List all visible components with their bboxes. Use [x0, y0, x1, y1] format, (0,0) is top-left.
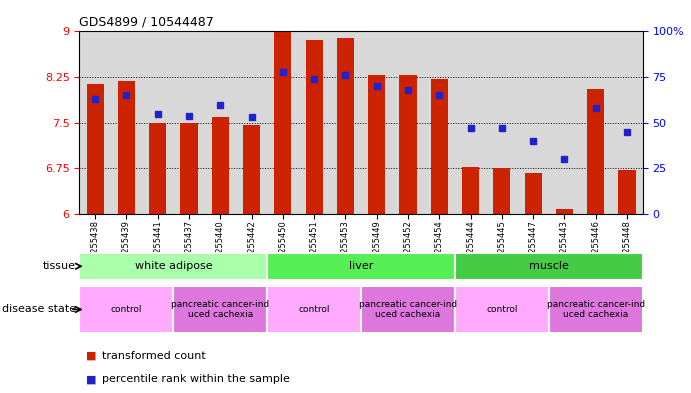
Bar — [180, 123, 198, 214]
Bar — [486, 31, 518, 214]
Text: ■: ■ — [86, 374, 97, 384]
Bar — [79, 286, 173, 333]
Text: percentile rank within the sample: percentile rank within the sample — [102, 374, 290, 384]
Bar — [524, 173, 542, 214]
Bar — [86, 84, 104, 214]
Bar — [236, 31, 267, 214]
Bar — [211, 117, 229, 214]
Bar — [305, 40, 323, 214]
Text: pancreatic cancer-ind
uced cachexia: pancreatic cancer-ind uced cachexia — [359, 300, 457, 319]
Bar — [299, 31, 330, 214]
Bar — [173, 31, 205, 214]
Bar — [361, 31, 392, 214]
Bar — [518, 31, 549, 214]
Text: liver: liver — [349, 261, 373, 271]
Bar — [455, 31, 486, 214]
Bar — [330, 31, 361, 214]
Bar — [79, 31, 111, 214]
Bar — [267, 31, 299, 214]
Bar — [117, 81, 135, 214]
Bar — [399, 75, 417, 214]
Bar — [173, 286, 267, 333]
Bar — [368, 75, 386, 214]
Bar — [274, 31, 292, 214]
Text: ■: ■ — [86, 351, 97, 361]
Bar — [337, 37, 354, 214]
Bar — [455, 286, 549, 333]
Text: GDS4899 / 10544487: GDS4899 / 10544487 — [79, 16, 214, 29]
Text: white adipose: white adipose — [135, 261, 212, 271]
Text: control: control — [486, 305, 518, 314]
Bar — [587, 89, 605, 214]
Bar — [111, 31, 142, 214]
Bar — [556, 209, 573, 214]
Bar — [424, 31, 455, 214]
Bar — [618, 170, 636, 214]
Bar — [493, 168, 511, 214]
Text: transformed count: transformed count — [102, 351, 205, 361]
Bar — [267, 253, 455, 279]
Bar — [430, 79, 448, 214]
Text: control: control — [299, 305, 330, 314]
Bar — [549, 31, 580, 214]
Bar — [243, 125, 260, 214]
Text: disease state: disease state — [2, 305, 76, 314]
Text: pancreatic cancer-ind
uced cachexia: pancreatic cancer-ind uced cachexia — [171, 300, 269, 319]
Bar — [455, 253, 643, 279]
Bar — [149, 123, 167, 214]
Bar — [142, 31, 173, 214]
Bar — [580, 31, 612, 214]
Bar — [462, 167, 479, 214]
Bar — [392, 31, 424, 214]
Bar — [267, 286, 361, 333]
Text: tissue: tissue — [43, 261, 76, 271]
Text: muscle: muscle — [529, 261, 569, 271]
Text: pancreatic cancer-ind
uced cachexia: pancreatic cancer-ind uced cachexia — [547, 300, 645, 319]
Text: control: control — [111, 305, 142, 314]
Bar — [549, 286, 643, 333]
Bar — [612, 31, 643, 214]
Bar — [361, 286, 455, 333]
Bar — [79, 253, 267, 279]
Bar — [205, 31, 236, 214]
